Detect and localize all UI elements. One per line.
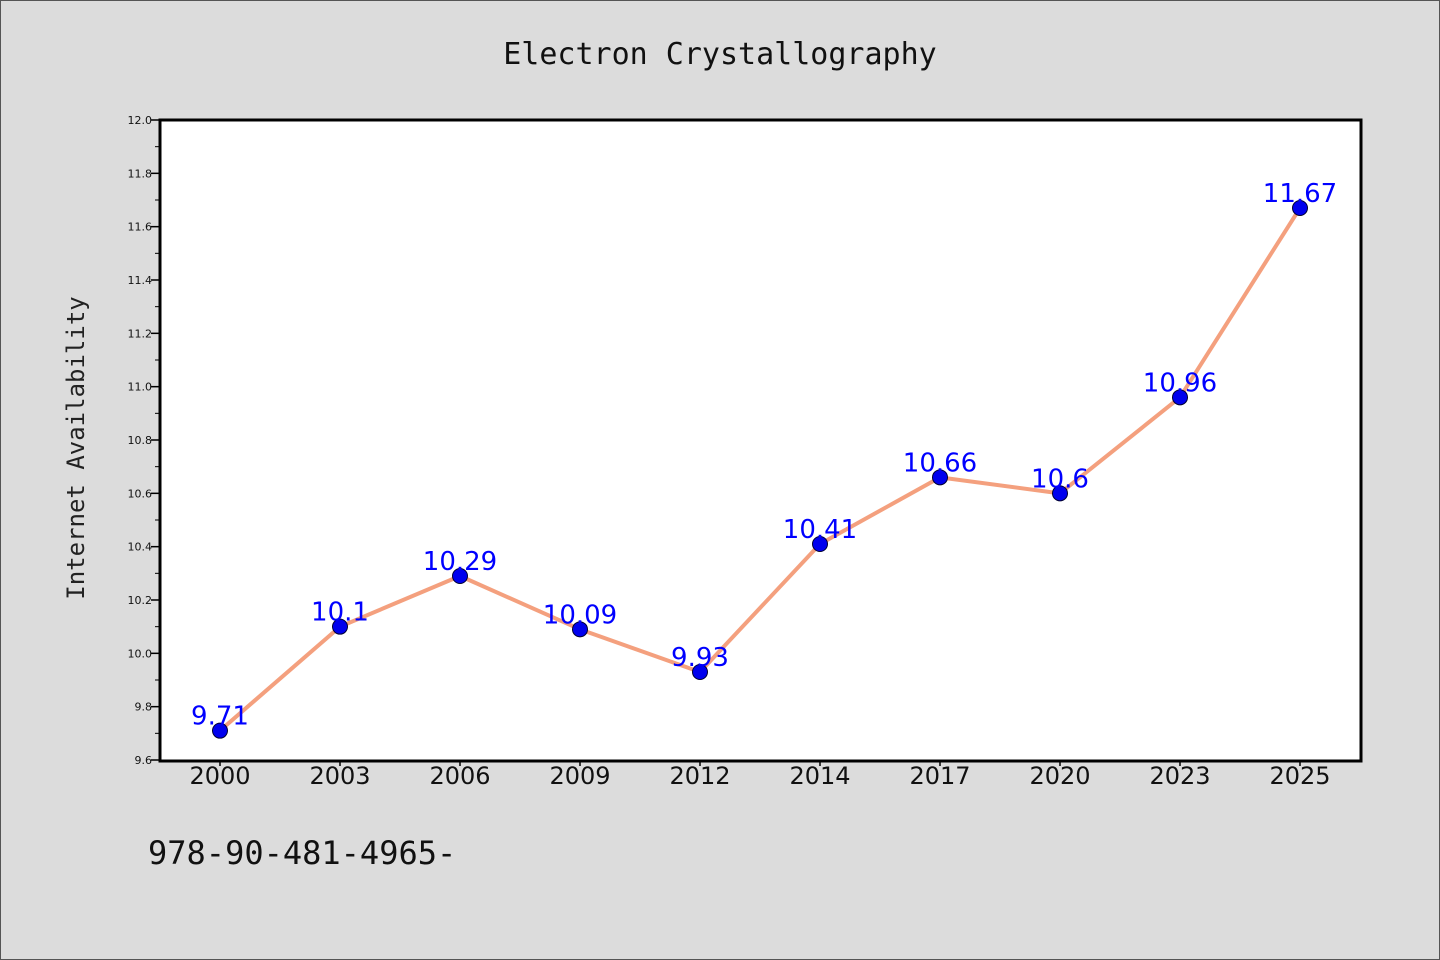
y-tick-label: 9.6 bbox=[135, 754, 153, 767]
x-tick-label: 2009 bbox=[549, 762, 610, 790]
y-tick-label: 10.0 bbox=[128, 647, 153, 660]
y-tick-label: 12.0 bbox=[128, 114, 153, 127]
plot-area bbox=[158, 118, 1363, 763]
y-tick-label: 9.8 bbox=[135, 701, 153, 714]
data-label: 10.96 bbox=[1143, 368, 1217, 398]
y-tick-label: 11.0 bbox=[128, 381, 153, 394]
data-point bbox=[1172, 389, 1188, 406]
data-point bbox=[332, 618, 348, 635]
y-axis: 9.6 9.8 10.0 10.2 10.4 10.6 10.8 11.0 11.2 11.4 11… bbox=[128, 114, 160, 767]
y-tick-label: 11.8 bbox=[128, 167, 153, 180]
data-label: 9.93 bbox=[671, 643, 729, 673]
data-label: 10.09 bbox=[543, 600, 617, 630]
x-tick-label: 2014 bbox=[789, 762, 850, 790]
data-point bbox=[692, 664, 708, 680]
x-tick-label: 2000 bbox=[189, 762, 250, 790]
y-tick-label: 11.2 bbox=[128, 327, 153, 340]
data-label: 11.67 bbox=[1263, 179, 1337, 209]
x-tick-label: 2006 bbox=[429, 762, 490, 790]
data-point bbox=[1052, 485, 1068, 502]
x-tick-label: 2023 bbox=[1149, 762, 1210, 790]
y-tick-label: 10.8 bbox=[128, 434, 153, 447]
data-label: 10.29 bbox=[423, 547, 497, 577]
x-tick-label: 2012 bbox=[669, 762, 730, 790]
chart-title: Electron Crystallography bbox=[503, 37, 936, 72]
data-label: 10.1 bbox=[311, 598, 369, 628]
y-tick-label: 10.2 bbox=[128, 594, 153, 607]
y-tick-label: 10.4 bbox=[128, 541, 153, 554]
x-tick-label: 2025 bbox=[1269, 762, 1330, 790]
data-label: 9.71 bbox=[191, 702, 249, 732]
data-point bbox=[572, 621, 588, 638]
data-point bbox=[212, 722, 228, 739]
series-line bbox=[218, 206, 1302, 733]
y-tick-label: 11.6 bbox=[128, 221, 153, 234]
series-line-group bbox=[212, 200, 1308, 739]
y-axis-label: Internet Availability bbox=[62, 296, 90, 599]
footer-code: 978-90-481-4965- bbox=[148, 834, 456, 872]
data-label: 10.6 bbox=[1031, 464, 1089, 494]
x-axis: 2000 2003 2006 2009 2012 2014 2017 2020 2023 2025 bbox=[189, 760, 1331, 790]
data-label: 10.41 bbox=[783, 515, 857, 545]
data-point bbox=[932, 469, 948, 486]
data-label: 10.66 bbox=[903, 448, 977, 478]
x-tick-label: 2020 bbox=[1029, 762, 1090, 790]
x-tick-label: 2017 bbox=[909, 762, 970, 790]
data-point bbox=[1292, 200, 1308, 216]
y-tick-label: 11.4 bbox=[128, 274, 153, 287]
data-point bbox=[812, 536, 828, 552]
data-labels-group: 9.71 10.1 10.29 10.09 9.93 10.41 10.66 10.6 10.9… bbox=[191, 179, 1337, 732]
data-point bbox=[452, 568, 468, 584]
x-tick-label: 2003 bbox=[309, 762, 370, 790]
y-tick-label: 10.6 bbox=[128, 487, 153, 500]
